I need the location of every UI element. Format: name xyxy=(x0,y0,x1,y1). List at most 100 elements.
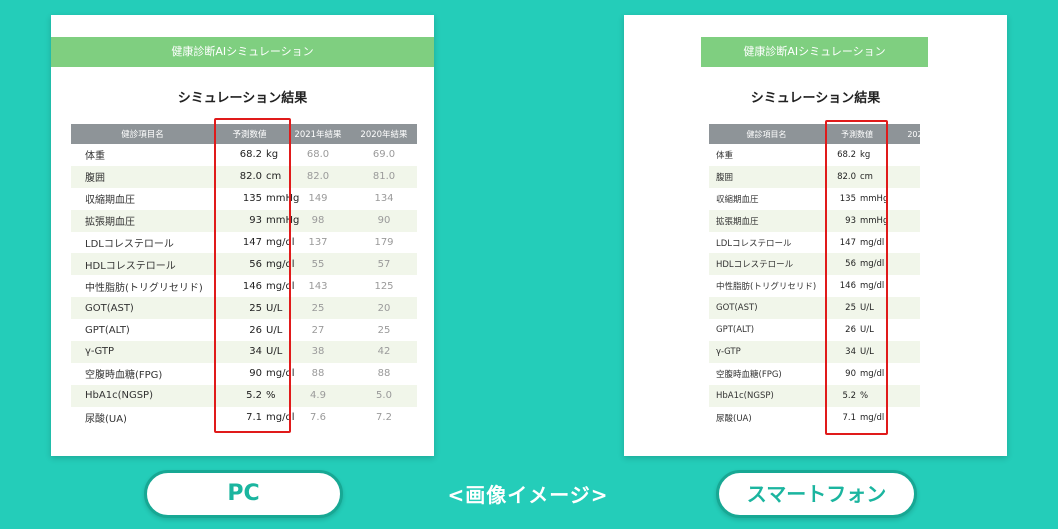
result-2021-cell: 88 xyxy=(890,362,920,385)
predicted-value-cell: 68.2 kg xyxy=(824,144,890,166)
result-2020-cell: 57 xyxy=(351,253,417,276)
result-2021-cell: 137 xyxy=(285,231,351,254)
result-2021-cell: 27 xyxy=(285,319,351,342)
predicted-value-cell: 7.1 mg/dl xyxy=(824,406,890,429)
result-2020-cell: 42 xyxy=(351,341,417,363)
predicted-value-cell: 82.0 cm xyxy=(824,165,890,188)
header-2021: 2021年結果 xyxy=(890,124,920,144)
result-2021-cell: 143 xyxy=(890,275,920,298)
result-2021-cell: 143 xyxy=(285,275,351,298)
predicted-number: 5.2 xyxy=(842,390,856,401)
predicted-unit: mg/dl xyxy=(266,258,295,270)
predicted-value-cell: 56 mg/dl xyxy=(824,253,890,276)
predicted-number: 7.1 xyxy=(246,412,262,424)
predicted-column-highlight xyxy=(214,118,291,433)
predicted-number: 25 xyxy=(249,302,262,314)
predicted-number: 56 xyxy=(845,259,856,270)
table-row: γ-GTP 34 U/L 38 xyxy=(709,341,920,363)
predicted-unit: U/L xyxy=(860,325,874,336)
table-row: HDLコレステロール 56 mg/dl 55 57 xyxy=(71,253,417,276)
predicted-unit: mg/dl xyxy=(266,280,295,292)
image-caption: <画像イメージ> xyxy=(447,483,609,507)
predicted-unit: cm xyxy=(266,171,282,183)
item-name-cell: 収縮期血圧 xyxy=(709,187,824,210)
predicted-value-cell: 82.0 cm xyxy=(214,165,285,188)
item-name-cell: 体重 xyxy=(71,144,214,166)
predicted-unit: mg/dl xyxy=(860,281,885,292)
predicted-number: 34 xyxy=(249,346,262,358)
item-name-cell: HbA1c(NGSP) xyxy=(709,384,824,407)
predicted-unit: % xyxy=(266,390,276,402)
predicted-unit: % xyxy=(860,390,869,401)
item-name-cell: γ-GTP xyxy=(71,341,214,363)
predicted-unit: kg xyxy=(266,149,279,161)
item-name-cell: HDLコレステロール xyxy=(709,253,824,276)
predicted-number: 26 xyxy=(845,325,856,336)
predicted-value-cell: 93 mmHg xyxy=(214,209,299,232)
predicted-number: 68.2 xyxy=(239,149,262,161)
table-row: 空腹時血糖(FPG) 90 mg/dl 88 88 xyxy=(71,362,417,385)
predicted-value-cell: 147 mg/dl xyxy=(824,231,890,254)
table-row: GPT(ALT) 26 U/L 27 xyxy=(709,319,920,342)
table-row: 体重 68.2 kg 68.0 xyxy=(709,144,920,166)
predicted-unit: mg/dl xyxy=(860,412,885,423)
predicted-value-cell: 93 mmHg xyxy=(824,209,890,232)
table-row: LDLコレステロール 147 mg/dl 137 xyxy=(709,231,920,254)
predicted-unit: mg/dl xyxy=(266,368,295,380)
predicted-unit: kg xyxy=(860,149,871,160)
predicted-unit: U/L xyxy=(266,302,283,314)
result-2020-cell: 20 xyxy=(351,297,417,320)
result-table-wrapper: 健診項目名 予測数値 2021年結果 体重68.2kg68.0腹囲82.0cm8… xyxy=(709,124,920,431)
result-title: シミュレーション結果 xyxy=(177,91,308,106)
result-2021-cell: 4.9 xyxy=(890,384,920,407)
predicted-unit: mmHg xyxy=(860,193,889,204)
predicted-value-cell: 146 mg/dl xyxy=(824,275,890,298)
predicted-column-highlight xyxy=(825,120,888,435)
predicted-unit: U/L xyxy=(860,346,874,357)
predicted-value-cell: 5.2% xyxy=(214,384,285,407)
item-name-cell: GPT(ALT) xyxy=(709,319,824,342)
result-2021-cell: 25 xyxy=(285,297,351,320)
predicted-number: 135 xyxy=(242,193,262,205)
result-2021-cell: 4.9 xyxy=(285,384,351,407)
predicted-value-cell: 90 mg/dl xyxy=(824,362,890,385)
table-row: γ-GTP 34 U/L 38 42 xyxy=(71,341,417,363)
predicted-value-cell: 25 U/L xyxy=(214,297,285,320)
predicted-unit: mmHg xyxy=(266,215,300,227)
predicted-number: 93 xyxy=(249,215,262,227)
predicted-number: 26 xyxy=(249,324,262,336)
result-2020-cell: 69.0 xyxy=(351,144,417,166)
result-2020-cell: 90 xyxy=(351,209,417,232)
item-name-cell: 収縮期血圧 xyxy=(71,187,214,210)
table-row: LDLコレステロール 147 mg/dl 137 179 xyxy=(71,231,417,254)
predicted-unit: cm xyxy=(860,171,873,182)
predicted-number: 34 xyxy=(845,346,856,357)
item-name-cell: 空腹時血糖(FPG) xyxy=(71,362,214,385)
result-2021-cell: 137 xyxy=(890,231,920,254)
header-item: 健診項目名 xyxy=(71,124,214,144)
header-predicted: 予測数値 xyxy=(824,124,890,144)
predicted-unit: U/L xyxy=(266,324,283,336)
predicted-number: 147 xyxy=(839,237,856,248)
item-name-cell: 尿酸(UA) xyxy=(709,406,824,429)
predicted-value-cell: 146 mg/dl xyxy=(214,275,295,298)
predicted-value-cell: 135 mmHg xyxy=(824,187,890,210)
result-2020-cell: 7.2 xyxy=(351,406,417,429)
predicted-unit: mg/dl xyxy=(860,259,885,270)
predicted-value-cell: 7.1 mg/dl xyxy=(214,406,295,429)
result-2021-cell: 38 xyxy=(285,341,351,363)
predicted-value-cell: 26 U/L xyxy=(824,319,890,342)
app-banner: 健康診断AIシミュレーション xyxy=(701,37,928,67)
predicted-number: 146 xyxy=(839,281,856,292)
item-name-cell: LDLコレステロール xyxy=(71,231,214,254)
item-name-cell: 腹囲 xyxy=(709,165,824,188)
result-2021-cell: 55 xyxy=(890,253,920,276)
predicted-number: 82.0 xyxy=(239,171,262,183)
smartphone-label-button: スマートフォン xyxy=(716,470,917,518)
header-2020: 2020年結果 xyxy=(351,124,417,144)
result-2021-cell: 7.6 xyxy=(285,406,351,429)
result-2020-cell: 88 xyxy=(351,362,417,385)
predicted-value-cell: 34 U/L xyxy=(214,341,285,363)
header-predicted: 予測数値 xyxy=(214,124,285,144)
